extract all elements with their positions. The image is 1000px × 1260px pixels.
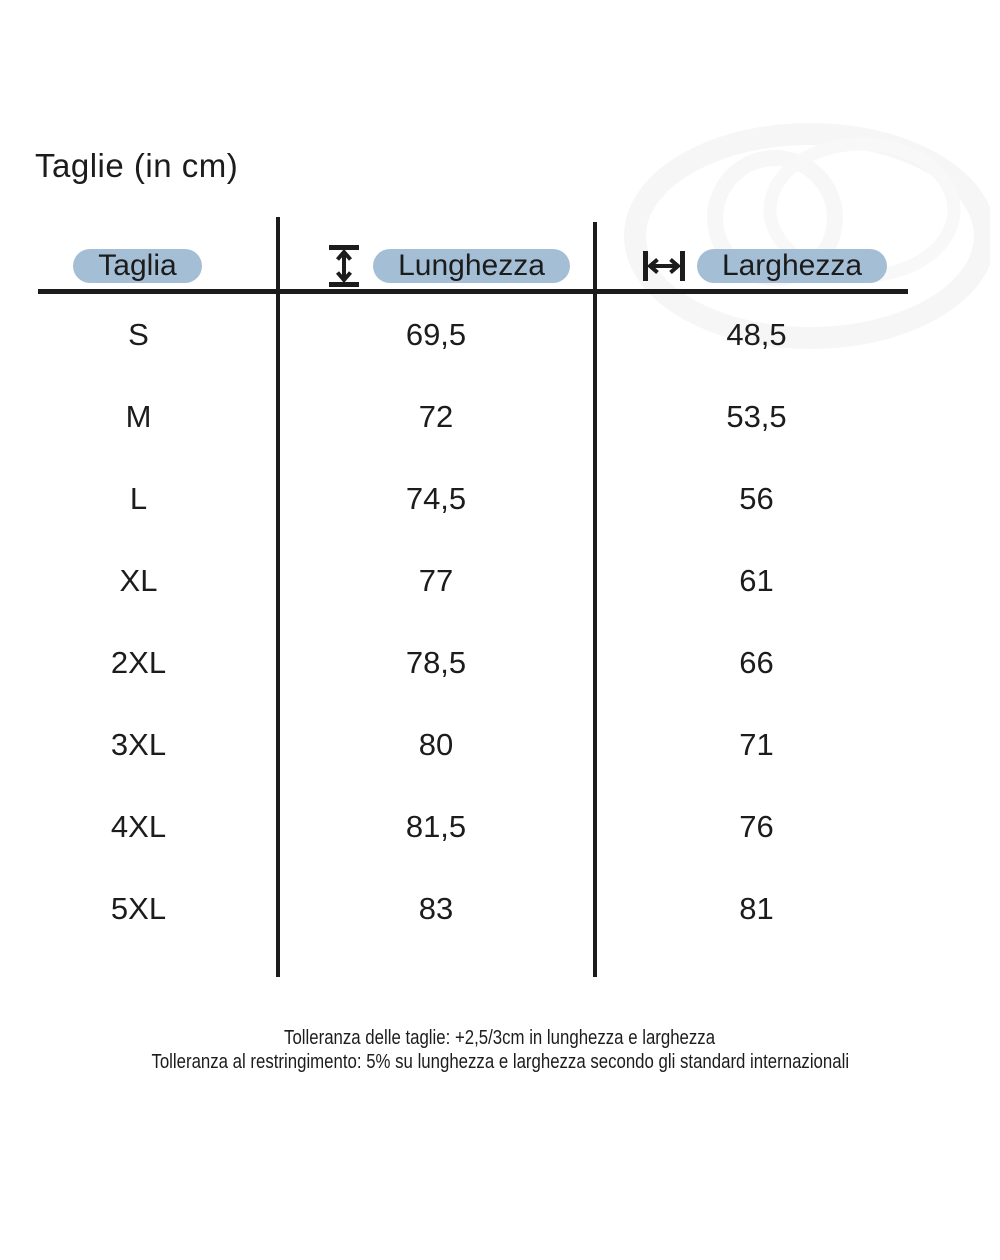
- length-cell: 83: [418, 891, 454, 926]
- length-cell: 77: [418, 563, 454, 598]
- width-cell: 53,5: [726, 399, 787, 434]
- horizontal-double-arrow-icon: [642, 249, 685, 283]
- table-row-2xl: 2XL 78,5 66: [38, 622, 910, 704]
- table-row-5xl: 5XL 83 81: [38, 868, 910, 950]
- size-cell: 4XL: [110, 809, 167, 844]
- width-cell: 56: [739, 481, 774, 516]
- width-cell: 81: [739, 891, 774, 926]
- table-row-3xl: 3XL 80 71: [38, 704, 910, 786]
- size-cell: L: [129, 481, 148, 516]
- table-header: Taglia Lunghezza: [38, 243, 910, 289]
- length-cell: 81,5: [405, 809, 467, 844]
- length-cell: 78,5: [405, 645, 467, 680]
- length-cell: 74,5: [405, 481, 467, 516]
- tolerance-note-2: Tolleranza al restringimento: 5% su lung…: [151, 1051, 849, 1073]
- page-title: Taglie (in cm): [35, 147, 239, 184]
- table-row-l: L 74,5 56: [38, 458, 910, 540]
- table-row-m: M 72 53,5: [38, 376, 910, 458]
- header-label-larghezza: Larghezza: [696, 249, 888, 283]
- header-cell-larghezza: Larghezza: [595, 243, 910, 289]
- table-body: S 69,5 48,5 M 72 53,5 L 74,5 56 XL 77 61…: [38, 294, 910, 950]
- width-cell: 71: [739, 727, 774, 762]
- table-row-s: S 69,5 48,5: [38, 294, 910, 376]
- size-cell: M: [125, 399, 152, 434]
- tolerance-note-1: Tolleranza delle taglie: +2,5/3cm in lun…: [284, 1027, 716, 1049]
- tolerance-notes: Tolleranza delle taglie: +2,5/3cm in lun…: [0, 1026, 1000, 1074]
- size-cell: 5XL: [110, 891, 167, 926]
- width-cell: 61: [739, 563, 774, 598]
- width-cell: 66: [739, 645, 774, 680]
- header-rule: [38, 289, 908, 294]
- header-cell-lunghezza: Lunghezza: [277, 243, 595, 289]
- width-cell: 76: [739, 809, 774, 844]
- table-row-xl: XL 77 61: [38, 540, 910, 622]
- header-label-taglia: Taglia: [73, 249, 203, 283]
- table-row-4xl: 4XL 81,5 76: [38, 786, 910, 868]
- length-cell: 72: [418, 399, 454, 434]
- header-label-lunghezza: Lunghezza: [373, 249, 570, 283]
- column-divider-2: [593, 222, 597, 977]
- vertical-double-arrow-icon: [327, 245, 361, 287]
- header-cell-taglia: Taglia: [38, 243, 277, 289]
- column-divider-1: [276, 217, 280, 977]
- size-cell: S: [128, 317, 149, 352]
- width-cell: 48,5: [726, 317, 787, 352]
- size-cell: 3XL: [110, 727, 167, 762]
- length-cell: 69,5: [405, 317, 467, 352]
- size-cell: XL: [119, 563, 158, 598]
- length-cell: 80: [418, 727, 454, 762]
- size-cell: 2XL: [110, 645, 167, 680]
